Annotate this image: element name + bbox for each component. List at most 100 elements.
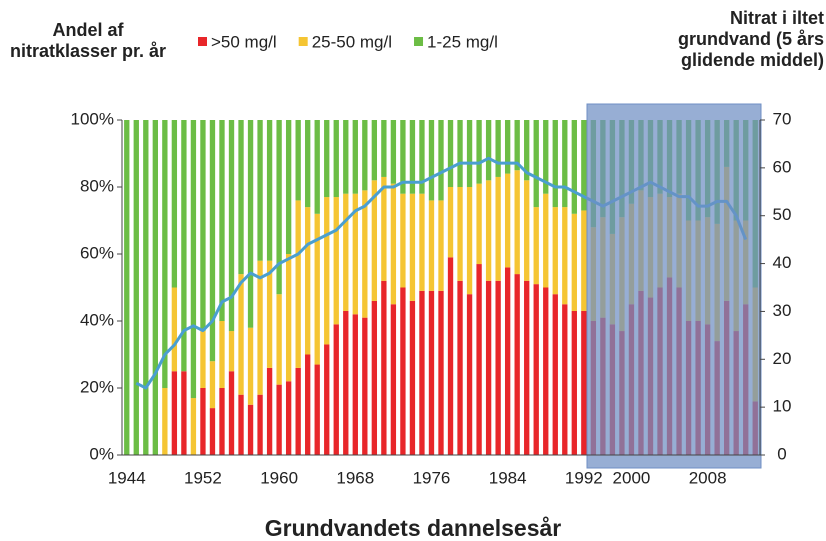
- bar-segment: [390, 120, 397, 184]
- bar-segment: [247, 404, 254, 455]
- bar-segment: [409, 300, 416, 455]
- bar-segment: [362, 317, 368, 455]
- bar-segment: [190, 398, 197, 455]
- bar-segment: [581, 120, 587, 211]
- bar-segment: [324, 120, 330, 198]
- bar-segment: [447, 187, 454, 258]
- bar-segment: [419, 290, 425, 455]
- bar-segment: [381, 280, 387, 455]
- bar-segment: [543, 120, 549, 194]
- bar-segment: [314, 120, 320, 214]
- bar-segment: [514, 120, 520, 171]
- y-tick-label: 0%: [89, 444, 114, 463]
- bar-segment: [447, 120, 454, 187]
- legend-swatch: [414, 37, 424, 46]
- bar-segment: [466, 120, 473, 187]
- bar-segment: [495, 120, 501, 177]
- x-tick-label: 2000: [613, 468, 651, 487]
- bar-segment: [324, 197, 330, 345]
- bar-segment: [276, 294, 282, 385]
- bar-segment: [200, 331, 206, 388]
- bar-segment: [238, 394, 244, 455]
- bar-segment: [485, 180, 492, 281]
- bar-segment: [390, 183, 397, 305]
- bar-segment: [333, 120, 339, 198]
- bar-segment: [238, 120, 244, 275]
- bar-segment: [266, 120, 273, 261]
- bar-segment: [400, 193, 406, 288]
- legend-label: 1-25 mg/l: [427, 32, 498, 51]
- bar-segment: [371, 300, 378, 455]
- bar-segment: [381, 176, 387, 281]
- bar-segment: [228, 120, 235, 332]
- bar-segment: [438, 290, 444, 455]
- bar-segment: [552, 120, 558, 208]
- y2-tick-label: 20: [773, 349, 792, 368]
- bar-segment: [457, 280, 463, 455]
- y2-tick-label: 50: [773, 205, 792, 224]
- bar-segment: [124, 120, 130, 455]
- bar-segment: [276, 384, 282, 455]
- bar-segment: [476, 183, 482, 265]
- bar-segment: [562, 304, 568, 455]
- highlight-region: [586, 103, 762, 469]
- bar-segment: [533, 284, 539, 455]
- bar-segment: [533, 120, 539, 208]
- bar-segment: [390, 304, 397, 455]
- bar-segment: [524, 180, 530, 281]
- y-axis-title: Andel af nitratklasser pr. år: [9, 20, 167, 61]
- bar-segment: [133, 120, 139, 455]
- bar-segment: [305, 120, 311, 208]
- bar-segment: [209, 361, 216, 409]
- bar-segment: [266, 367, 273, 455]
- bar-segment: [552, 294, 558, 455]
- bar-segment: [295, 120, 301, 201]
- bar-segment: [438, 200, 444, 291]
- bar-segment: [162, 120, 168, 388]
- bar-segment: [285, 120, 292, 254]
- y-tick-label: 80%: [80, 176, 114, 195]
- bar-segment: [562, 120, 568, 208]
- bar-segment: [485, 280, 492, 455]
- bar-segment: [524, 280, 530, 455]
- bar-segment: [447, 257, 454, 455]
- bar-segment: [438, 120, 444, 201]
- bar-segment: [543, 287, 549, 455]
- bar-segment: [476, 120, 482, 184]
- bar-segment: [362, 190, 368, 318]
- y2-tick-label: 30: [773, 301, 792, 320]
- bar-segment: [219, 120, 225, 321]
- bar-segment: [238, 274, 244, 395]
- bar-segment: [257, 394, 263, 455]
- bar-segment: [285, 254, 292, 382]
- bar-segment: [476, 264, 482, 455]
- bar-segment: [524, 120, 530, 181]
- legend-swatch: [198, 37, 207, 46]
- x-tick-label: 1976: [413, 468, 451, 487]
- bar-segment: [352, 120, 358, 194]
- bar-segment: [352, 314, 358, 455]
- bar-segment: [343, 310, 349, 455]
- bar-segment: [371, 120, 378, 181]
- bar-segment: [333, 197, 339, 325]
- bar-segment: [419, 120, 425, 194]
- legend-label: >50 mg/l: [211, 32, 277, 51]
- bar-segment: [428, 120, 435, 201]
- y2-tick-label: 40: [773, 253, 792, 272]
- bar-segment: [533, 207, 539, 285]
- x-tick-label: 2008: [689, 468, 727, 487]
- bar-segment: [381, 120, 387, 177]
- y2-tick-label: 70: [773, 109, 792, 128]
- bar-segment: [571, 310, 577, 455]
- bar-segment: [371, 180, 378, 301]
- bar-segment: [504, 120, 511, 174]
- bar-segment: [466, 294, 473, 455]
- x-tick-label: 1984: [489, 468, 527, 487]
- bar-segment: [514, 170, 520, 275]
- y-tick-label: 40%: [80, 310, 114, 329]
- x-axis-title: Grundvandets dannelsesår: [264, 515, 562, 541]
- bar-segment: [400, 120, 406, 194]
- bar-segment: [295, 200, 301, 368]
- bar-segment: [504, 173, 511, 268]
